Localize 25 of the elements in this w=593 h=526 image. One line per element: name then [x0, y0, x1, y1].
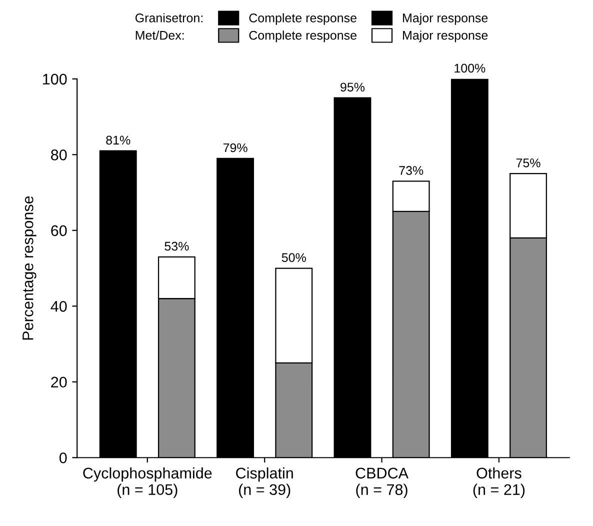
x-tick-label: Others (n = 21) — [473, 467, 525, 498]
legend-label: Complete response — [249, 13, 356, 25]
x-tick-label: Cyclophosphamide (n = 105) — [83, 467, 212, 498]
legend-label: Major response — [403, 13, 488, 25]
total-label: 50% — [282, 253, 306, 262]
legend-label: Complete response — [249, 30, 356, 42]
total-label: 100% — [454, 64, 486, 73]
total-label: 95% — [340, 82, 365, 92]
total-label: 53% — [164, 242, 189, 251]
total-label: 81% — [106, 136, 130, 145]
x-tick-label: CBDCA (n = 78) — [356, 468, 408, 498]
total-label: 73% — [399, 166, 424, 175]
text: Met/Dex: — [136, 30, 184, 40]
legend-label: Major response — [403, 30, 488, 42]
text: Granisetron: — [135, 13, 202, 22]
y-tick-label: 100 — [43, 74, 67, 85]
y-axis-title: Percentage response — [22, 196, 36, 340]
y-tick-label: 20 — [51, 376, 67, 388]
x-tick-label: Cisplatin (n = 39) — [236, 467, 293, 498]
y-tick-label: 80 — [51, 150, 67, 160]
y-tick-label: 60 — [51, 225, 67, 236]
y-tick-label: 0 — [59, 452, 67, 464]
total-label: 79% — [223, 143, 248, 152]
total-label: 75% — [516, 158, 540, 168]
y-tick-label: 40 — [50, 301, 67, 312]
